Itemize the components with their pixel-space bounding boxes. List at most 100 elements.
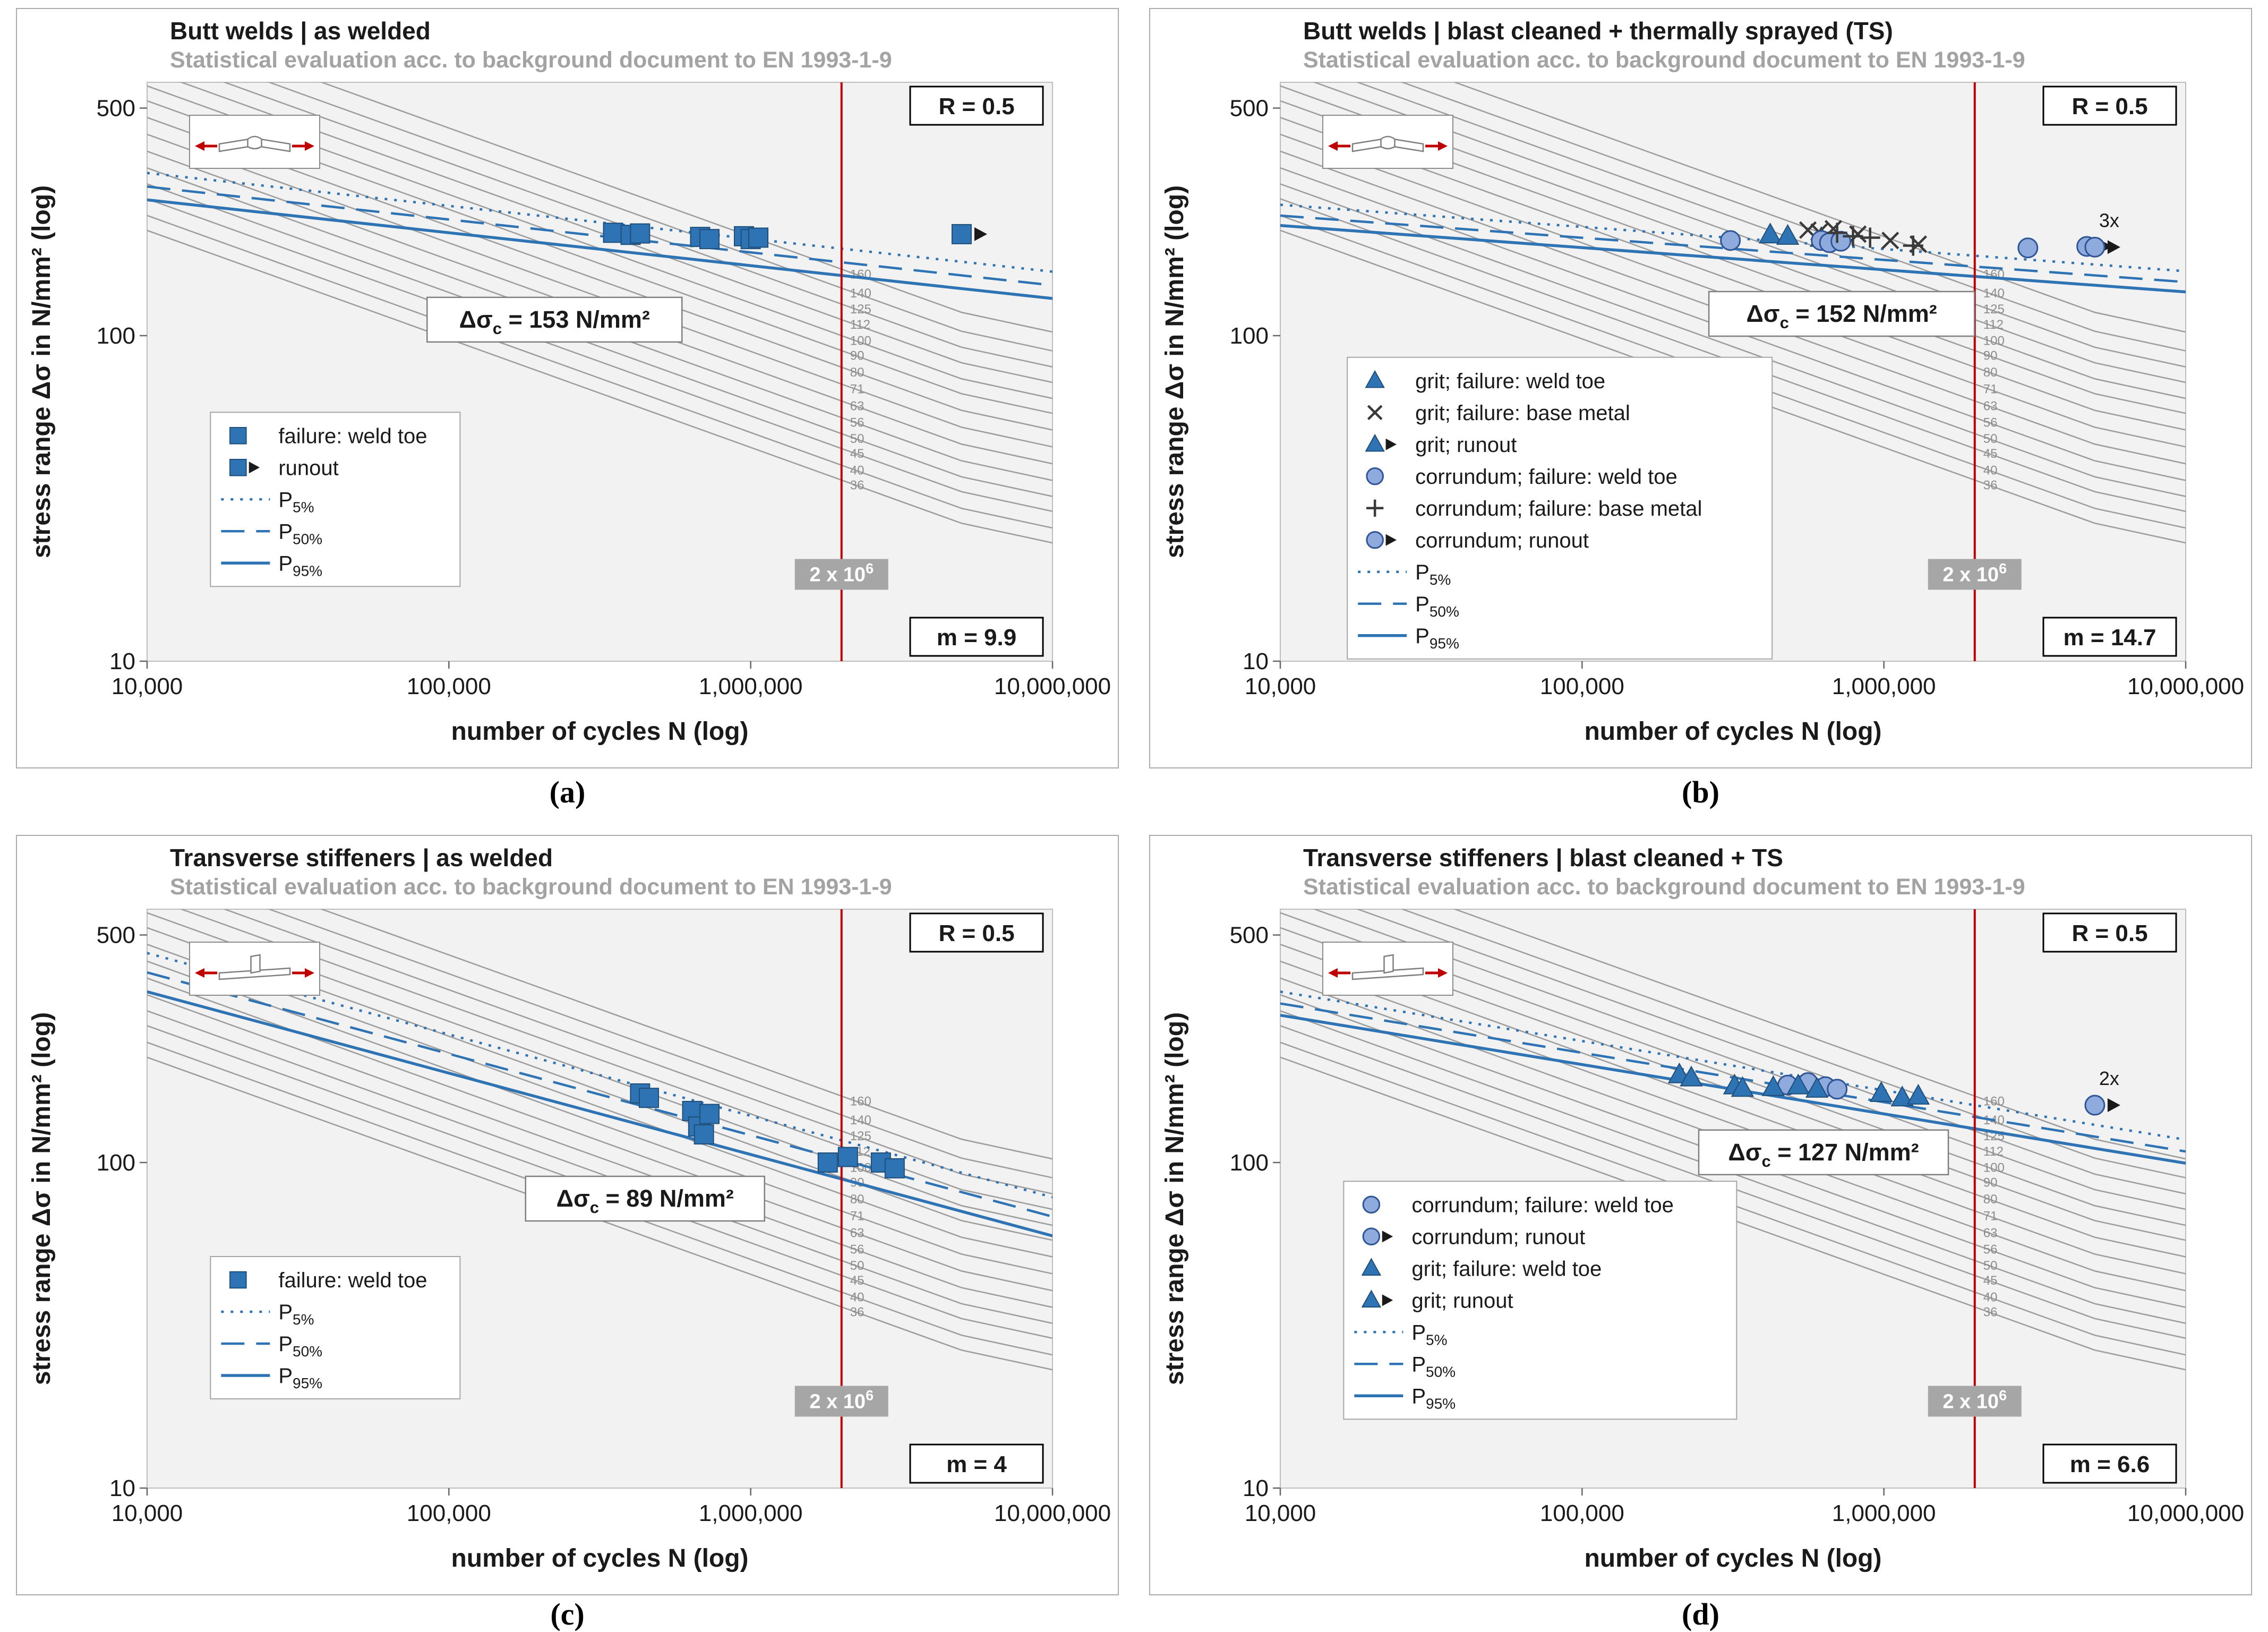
svg-text:56: 56 [850,416,865,430]
plus-marker [1827,223,1847,243]
circle-marker [1827,1079,1848,1100]
triangle-marker [1731,1076,1755,1097]
svg-text:100: 100 [850,334,871,348]
ref-cycles-badge [794,559,888,590]
x-tick-label: 1,000,000 [699,1500,803,1526]
square-marker [630,223,651,244]
svg-text:50: 50 [850,432,865,446]
svg-text:63: 63 [1983,399,1998,413]
svg-text:112: 112 [1983,318,2004,332]
triangle-marker [1786,1073,1810,1095]
svg-text:80: 80 [850,1192,865,1207]
legend-item-label: failure: weld toe [278,424,427,448]
circle-marker [1366,467,1384,485]
x-tick-label: 100,000 [407,1500,491,1526]
chart-title: Butt welds | as welded [170,17,431,45]
triangle-marker [1776,224,1800,245]
caption-b: (b) [1682,775,1719,809]
svg-text:50: 50 [1983,1259,1998,1273]
series-2-points [1667,1062,1930,1107]
y-tick-label: 500 [97,96,135,122]
fat-curve-fan [147,909,1052,1371]
slope-box-label: m = 14.7 [2064,625,2156,651]
line-p5 [1280,203,2186,272]
fat-curve-fan [1280,82,2186,544]
legend-item-label: failure: weld toe [278,1269,427,1292]
svg-text:90: 90 [1983,1175,1998,1190]
axes: 10,000 100,000 1,000,000 10,000,000 500 100 10… [1161,96,2244,746]
y-axis-label: stress range Δσ in N/mm² (log) [28,185,56,558]
x-tick-label: 10,000 [1245,1500,1316,1526]
plus-marker [1860,227,1880,248]
ref-cycles-badge [1928,559,2022,590]
svg-text:36: 36 [1983,1305,1998,1319]
runout-count-note: 3x [2099,209,2119,231]
svg-text:140: 140 [850,286,871,301]
slope-box-label: m = 9.9 [937,625,1016,651]
square-marker [229,1271,247,1289]
caption-a: (a) [549,775,586,809]
svg-text:140: 140 [1983,286,2005,301]
square-marker [694,1124,714,1145]
svg-text:36: 36 [1983,478,1998,492]
runout-arrow-icon [249,462,260,474]
legend-item-label: P50% [278,1332,322,1360]
svg-text:45: 45 [850,447,865,461]
series-1-points [951,224,987,244]
x-axis-label: number of cycles N (log) [451,717,748,746]
square-marker [639,1088,660,1108]
stress-ratio-box [2042,912,2177,953]
slope-box-label: m = 4 [946,1451,1007,1477]
legend-item-label: P50% [1415,593,1459,620]
svg-text:71: 71 [1983,1209,1998,1224]
panel-butt-welds-as-welded: Butt welds | as welded Statistical evalu… [16,8,1119,768]
svg-text:71: 71 [850,1209,865,1224]
x-tick-label: 1,000,000 [1832,673,1936,699]
triangle-marker [1761,1075,1785,1096]
svg-text:45: 45 [850,1274,865,1288]
y-tick-label: 10 [1243,648,1269,674]
svg-text:112: 112 [850,318,870,332]
svg-text:125: 125 [1983,302,2005,317]
svg-text:36: 36 [850,478,865,492]
ref-cycles-badge-label: 2 x 106 [1942,1388,2007,1413]
triangle-marker [1869,1081,1893,1102]
y-axis-label: stress range Δσ in N/mm² (log) [1161,1012,1189,1385]
svg-text:80: 80 [1983,365,1998,380]
caption-d: (d) [1682,1597,1719,1631]
stress-ratio-box-label: R = 0.5 [2072,93,2147,119]
y-tick-label: 100 [97,1150,135,1176]
line-p95 [147,990,1052,1237]
svg-text:50: 50 [1983,432,1998,446]
stress-ratio-box [2042,86,2177,126]
stress-ratio-box-label: R = 0.5 [938,920,1014,946]
y-tick-label: 500 [1230,96,1269,122]
y-axis-label: stress range Δσ in N/mm² (log) [28,1012,56,1385]
axes: 10,000 100,000 1,000,000 10,000,000 500 100 10… [1161,922,2244,1573]
triangle-marker [1758,223,1782,244]
legend-item-label: corrundum; runout [1415,529,1589,552]
stress-ratio-box [909,912,1044,953]
probability-lines [1280,203,2186,294]
x-tick-label: 10,000 [1245,673,1316,699]
axes: 10,000 100,000 1,000,000 10,000,000 500 100 10… [28,922,1111,1573]
legend-item-label: runout [278,456,338,480]
legend-item-label: grit; runout [1415,433,1517,457]
y-tick-label: 100 [1230,323,1269,349]
legend-item-label: P50% [1411,1353,1456,1380]
svg-text:160: 160 [1983,1094,2005,1108]
line-p50 [1280,214,2186,284]
runout-arrow-icon [1385,438,1397,450]
chart-subtitle: Statistical evaluation acc. to backgroun… [170,874,892,900]
series-5-points: 3x [2076,209,2120,258]
series-3-points [1720,230,2039,259]
svg-text:100: 100 [1983,334,2005,348]
chart-subtitle: Statistical evaluation acc. to backgroun… [170,47,892,73]
x-tick-label: 100,000 [1540,1500,1624,1526]
y-tick-label: 10 [109,1475,135,1501]
legend: failure: weld toe runout P5% P50% P95% [210,412,461,587]
legend-item-label: P50% [278,520,322,547]
